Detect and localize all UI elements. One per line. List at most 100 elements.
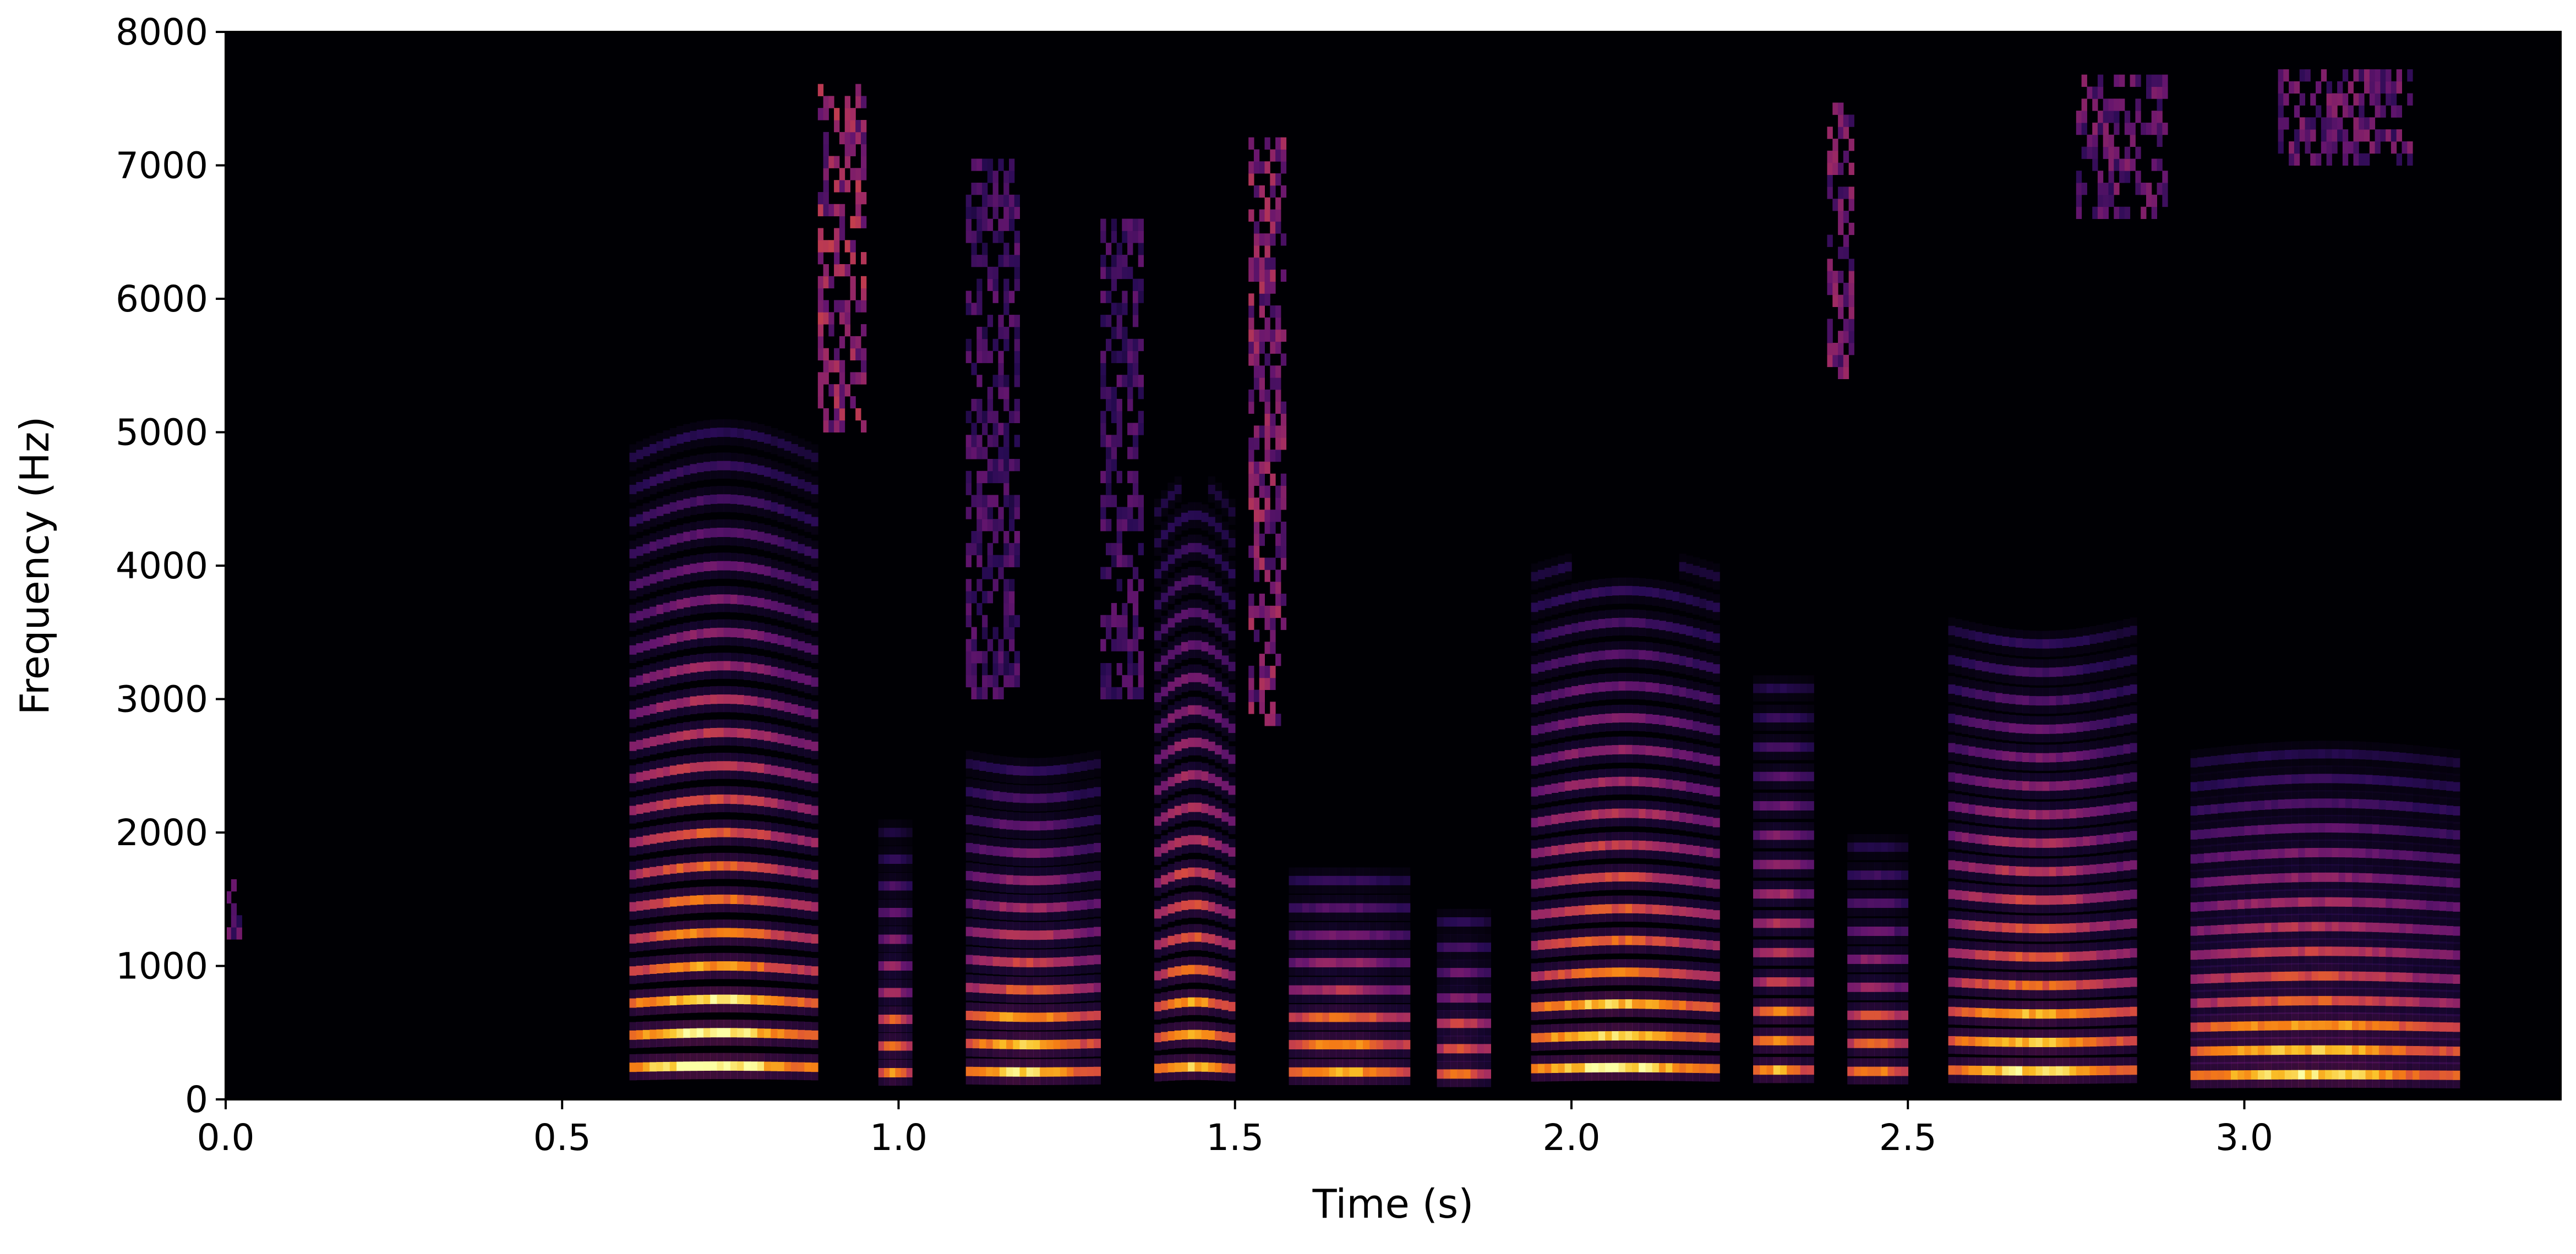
spectrogram-cell xyxy=(1087,760,1094,770)
spectrogram-cell xyxy=(1672,1000,1680,1010)
spectrogram-cell xyxy=(811,837,818,847)
spectrogram-cell xyxy=(1591,809,1599,819)
spectrogram-cell xyxy=(1080,983,1088,993)
spectrogram-cell xyxy=(1598,873,1606,882)
spectrogram-cell xyxy=(1544,939,1552,949)
spectrogram-cell xyxy=(804,836,812,846)
spectrogram-cell xyxy=(1793,977,1801,987)
spectrogram-cell xyxy=(1988,864,1996,874)
spectrogram-cell xyxy=(1188,802,1196,812)
spectrogram-cell xyxy=(676,764,684,774)
spectrogram-cell xyxy=(906,1015,913,1024)
spectrogram-cell xyxy=(696,895,704,905)
spectrogram-cell xyxy=(1645,777,1653,787)
spectrogram-cell xyxy=(744,895,751,905)
spectrogram-heatmap xyxy=(226,69,2460,1088)
spectrogram-cell xyxy=(1632,808,1639,818)
spectrogram-cell xyxy=(2096,777,2104,787)
spectrogram-cell xyxy=(1376,985,1384,995)
spectrogram-cell xyxy=(1645,618,1653,628)
spectrogram-cell xyxy=(757,796,765,806)
spectrogram-cell xyxy=(2042,838,2050,848)
spectrogram-cell xyxy=(1161,687,1169,697)
spectrogram-cell xyxy=(1006,875,1014,885)
spectrogram-cell xyxy=(1605,1063,1613,1072)
spectrogram-cell xyxy=(2083,808,2090,818)
spectrogram-cell xyxy=(2123,890,2131,900)
spectrogram-cell xyxy=(2123,831,2131,841)
spectrogram-cell xyxy=(2029,810,2037,819)
spectrogram-cell xyxy=(629,677,637,687)
spectrogram-cell xyxy=(1006,792,1014,802)
spectrogram-cell xyxy=(1208,806,1215,815)
spectrogram-cell xyxy=(1349,903,1357,913)
spectrogram-cell xyxy=(2103,921,2110,931)
spectrogram-cell xyxy=(717,461,724,470)
spectrogram-cell xyxy=(2022,809,2029,819)
spectrogram-cell xyxy=(986,1039,994,1049)
spectrogram-cell xyxy=(2130,1006,2137,1016)
spectrogram-cell xyxy=(1962,1065,1969,1075)
spectrogram-cell xyxy=(1894,842,1902,852)
spectrogram-cell xyxy=(2116,774,2124,784)
spectrogram-cell xyxy=(636,804,643,814)
spectrogram-cell xyxy=(1773,948,1781,957)
spectrogram-cell xyxy=(669,765,677,775)
spectrogram-cell xyxy=(1666,968,1673,978)
spectrogram-cell xyxy=(1685,845,1693,855)
spectrogram-cell xyxy=(1215,1031,1222,1041)
spectrogram-cell xyxy=(642,868,650,878)
spectrogram-cell xyxy=(1578,716,1586,726)
spectrogram-cell xyxy=(1699,939,1707,949)
spectrogram-cell xyxy=(1753,889,1760,899)
spectrogram-cell xyxy=(790,737,798,747)
spectrogram-cell xyxy=(1988,893,1996,903)
spectrogram-cell xyxy=(676,797,684,807)
spectrogram-cell xyxy=(1975,979,1983,989)
spectrogram-cell xyxy=(2096,835,2104,845)
spectrogram-cell xyxy=(1309,875,1317,885)
spectrogram-cell xyxy=(1598,936,1606,946)
spectrogram-cell xyxy=(1154,1001,1161,1011)
spectrogram-cell xyxy=(1322,875,1330,885)
spectrogram-cell xyxy=(2069,637,2077,647)
spectrogram-cell xyxy=(1033,903,1040,913)
spectrogram-cell xyxy=(1712,787,1720,797)
spectrogram-cell xyxy=(1221,812,1229,822)
spectrogram-cell xyxy=(750,630,758,639)
spectrogram-cell xyxy=(2103,1037,2110,1047)
spectrogram-cell xyxy=(629,581,637,591)
spectrogram-cell xyxy=(1194,1062,1202,1072)
spectrogram-cell xyxy=(1975,1037,1983,1047)
spectrogram-cell xyxy=(1329,903,1336,913)
spectrogram-cell xyxy=(1652,651,1660,661)
spectrogram-cell xyxy=(1625,585,1633,595)
spectrogram-cell xyxy=(1342,1040,1350,1050)
spectrogram-cell xyxy=(811,741,818,751)
spectrogram-cell xyxy=(1558,688,1565,698)
spectrogram-cell xyxy=(1948,1065,1956,1075)
spectrogram-cell xyxy=(1167,713,1175,723)
spectrogram-cell xyxy=(2009,780,2016,790)
spectrogram-cell xyxy=(1484,968,1491,978)
spectrogram-cell xyxy=(1995,808,2003,818)
spectrogram-cell xyxy=(2083,750,2090,760)
spectrogram-cell xyxy=(1302,958,1309,967)
spectrogram-cell xyxy=(1693,596,1700,606)
spectrogram-cell xyxy=(1383,1067,1390,1077)
spectrogram-cell xyxy=(999,929,1007,939)
spectrogram-cell xyxy=(1194,705,1202,715)
spectrogram-cell xyxy=(1215,586,1222,596)
spectrogram-cell xyxy=(1968,630,1976,640)
spectrogram-cell xyxy=(1369,1012,1377,1022)
spectrogram-cell xyxy=(2123,686,2131,696)
spectrogram-cell xyxy=(1699,1001,1707,1011)
spectrogram-cell xyxy=(642,641,650,651)
spectrogram-cell xyxy=(965,759,973,769)
spectrogram-cell xyxy=(1221,749,1229,759)
spectrogram-cell xyxy=(629,549,637,558)
spectrogram-cell xyxy=(884,855,890,864)
spectrogram-cell xyxy=(1457,1018,1465,1028)
spectrogram-cell xyxy=(1685,1063,1693,1073)
spectrogram-cell xyxy=(750,829,758,839)
